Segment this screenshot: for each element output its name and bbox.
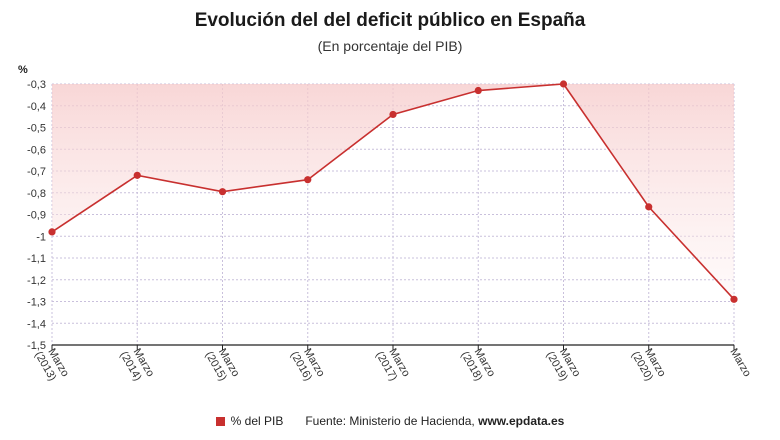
legend-swatch — [215, 416, 225, 426]
area-fill — [52, 84, 734, 300]
y-tick-label: -0,9 — [27, 210, 46, 222]
chart-title: Evolución del del deficit público en Esp… — [194, 10, 586, 31]
y-tick-label: -1,4 — [27, 318, 46, 330]
x-tick-label: Marzo(2018) — [458, 343, 497, 385]
source-text: Fuente: Ministerio de Hacienda, — [305, 414, 479, 428]
series-group — [48, 80, 738, 303]
data-point — [218, 188, 227, 196]
y-tick-label: -1,2 — [27, 275, 46, 287]
x-tick-label: Marzo(2016) — [288, 343, 327, 385]
y-tick-label: -0,8 — [27, 188, 46, 200]
data-point — [304, 176, 312, 184]
x-tick-label: Marzo(2019) — [544, 343, 583, 385]
y-tick-label: -1,3 — [27, 297, 46, 309]
y-tick-label: -1,1 — [27, 253, 46, 265]
source-note: Fuente: Ministerio de Hacienda, www.epda… — [305, 414, 564, 428]
x-tick-label: Marzo(2015) — [203, 343, 242, 385]
chart-subtitle: (En porcentaje del PIB) — [317, 38, 463, 54]
data-point — [389, 110, 397, 119]
y-tick-label: -0,4 — [27, 101, 46, 113]
y-tick-label: -0,3 — [27, 79, 46, 91]
data-point — [559, 80, 568, 88]
data-point — [133, 171, 141, 179]
x-tick-label: Marzo(2014) — [117, 343, 156, 385]
data-point — [730, 295, 738, 303]
data-point — [48, 228, 56, 236]
data-point — [474, 86, 482, 95]
y-axis-unit-label: % — [18, 64, 28, 76]
legend: % del PIB — [215, 414, 284, 428]
x-axis: Marzo(2013) Marzo(2014) Marzo(2015) Marzo(2… — [32, 343, 753, 385]
x-tick-label: Marzo — [727, 347, 753, 379]
y-tick-label: -0,7 — [27, 166, 46, 178]
area-shape — [52, 84, 734, 300]
y-tick-label: -0,5 — [27, 123, 46, 135]
chart-footer: % del PIB Fuente: Ministerio de Hacienda… — [0, 414, 780, 428]
y-tick-label: -1,5 — [27, 340, 46, 352]
x-tick-label: Marzo(2017) — [373, 343, 412, 385]
legend-label: % del PIB — [230, 414, 284, 428]
x-tick-label: Marzo(2020) — [629, 343, 668, 385]
y-tick-label: -1 — [36, 231, 46, 243]
y-axis: -0,3 -0,4 -0,5 -0,6 -0,7 -0,8 -0,9 -1 -1,1 -1,2 -1… — [27, 79, 46, 352]
y-tick-label: -0,6 — [27, 144, 46, 156]
source-site-link[interactable]: www.epdata.es — [478, 414, 565, 428]
data-point — [645, 203, 653, 211]
